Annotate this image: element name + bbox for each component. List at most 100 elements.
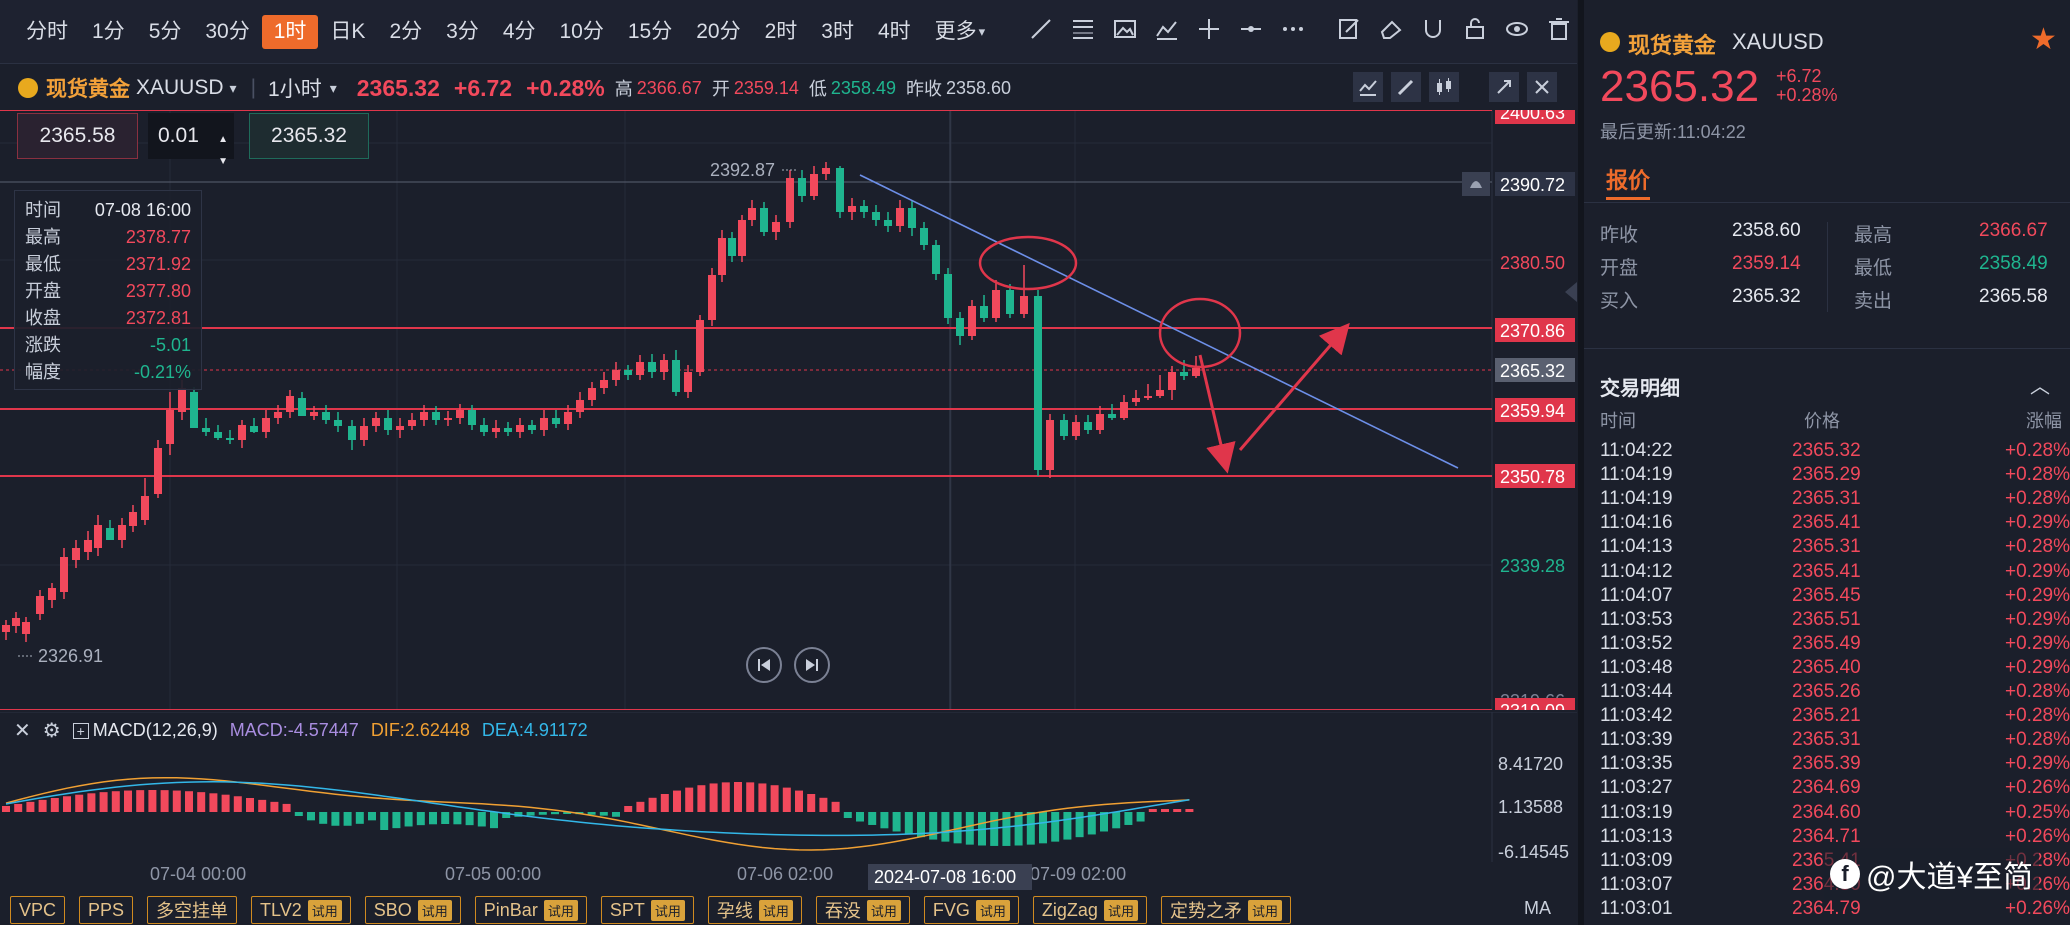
- indicator-button[interactable]: 定势之矛 试用: [1160, 896, 1291, 924]
- candle: [1096, 406, 1104, 434]
- candle-type-icon[interactable]: [1429, 72, 1459, 102]
- candle: [884, 212, 892, 232]
- alert-bell-icon[interactable]: [1462, 172, 1490, 196]
- fibonacci-tool-icon[interactable]: [1068, 14, 1098, 44]
- scroll-to-start-button[interactable]: [746, 647, 782, 683]
- chevron-down-icon[interactable]: ▾: [978, 23, 986, 39]
- timeframe-0[interactable]: 分时: [26, 19, 68, 43]
- timeframe-15[interactable]: 更多: [934, 19, 977, 43]
- timeframe-7[interactable]: 3分: [446, 19, 479, 43]
- stepper-up-icon[interactable]: ▲: [218, 134, 228, 145]
- macd-axis-label: 1.13588: [1498, 797, 1563, 817]
- candle: [920, 222, 928, 250]
- down-arrow[interactable]: [1198, 354, 1236, 474]
- symbol-bar: 现货黄金 XAUUSD ▾ | 1小时 ▾ 2365.32 +6.72 +0.2…: [0, 66, 1577, 110]
- close-icon[interactable]: [1527, 72, 1557, 102]
- timeframe-11[interactable]: 20分: [696, 19, 741, 43]
- quantity-stepper[interactable]: 0.01 ▲ ▼: [148, 113, 234, 167]
- indicator-button[interactable]: 吞没 试用: [815, 896, 910, 924]
- macd-bar: [1039, 812, 1047, 844]
- close-icon[interactable]: ✕: [14, 720, 31, 742]
- add-icon[interactable]: +: [72, 722, 89, 739]
- macd-bar: [172, 790, 181, 812]
- timeframe-5[interactable]: 日K: [330, 19, 366, 43]
- chevron-up-icon[interactable]: ︿: [2030, 376, 2050, 398]
- candle-body: [286, 396, 294, 412]
- trash-icon[interactable]: [1544, 14, 1574, 44]
- edit-icon[interactable]: [1334, 14, 1364, 44]
- candle: [106, 520, 114, 540]
- more-tools-icon[interactable]: [1278, 14, 1308, 44]
- chart-line-tool-icon[interactable]: [1152, 14, 1182, 44]
- timeframe-4[interactable]: 1时: [261, 14, 319, 49]
- symbol-code[interactable]: XAUUSD: [136, 76, 224, 99]
- annotation-circle[interactable]: [1158, 297, 1242, 369]
- price-axis-label: 2370.86: [1500, 321, 1565, 341]
- tab-quote[interactable]: 报价: [1606, 168, 1651, 193]
- eye-icon[interactable]: [1502, 14, 1532, 44]
- indicator-name: 孕线: [716, 901, 753, 921]
- chevron-down-icon[interactable]: ▾: [329, 79, 337, 96]
- indicator-icon[interactable]: [1353, 72, 1383, 102]
- indicator-button[interactable]: PPS: [79, 896, 134, 924]
- indicator-button[interactable]: 多空挂单: [147, 896, 238, 924]
- gold-coin-icon: [18, 78, 38, 98]
- trade-price: 2365.45: [1792, 584, 1861, 606]
- macd-bar: [758, 783, 767, 812]
- timeframe-13[interactable]: 3时: [821, 19, 854, 43]
- trend-line[interactable]: [859, 174, 1459, 469]
- candle-body: [1120, 402, 1128, 418]
- candle-body: [798, 178, 806, 196]
- timeframe-12[interactable]: 2时: [764, 19, 798, 43]
- gear-icon[interactable]: ⚙: [42, 720, 61, 742]
- interval-select[interactable]: 1小时: [268, 78, 322, 101]
- sell-button[interactable]: 2365.58: [17, 113, 138, 159]
- pencil-icon[interactable]: [1391, 72, 1421, 102]
- trade-change: +0.28%: [2005, 729, 2070, 751]
- timeframe-10[interactable]: 15分: [627, 19, 673, 43]
- quote-value: 2358.60: [1732, 220, 1801, 241]
- trade-row: 11:04:19 2365.31 +0.28%: [1600, 488, 2070, 512]
- expand-icon[interactable]: [1489, 72, 1519, 102]
- candle-body: [60, 557, 68, 592]
- image-tool-icon[interactable]: [1110, 14, 1140, 44]
- timeframe-6[interactable]: 2分: [389, 19, 423, 43]
- timeframe-9[interactable]: 10分: [559, 19, 604, 43]
- open-value: 2359.14: [733, 77, 799, 98]
- candle-body: [588, 388, 596, 400]
- ma-label[interactable]: MA: [1524, 898, 1551, 918]
- stepper-down-icon[interactable]: ▼: [218, 156, 228, 167]
- indicator-button[interactable]: ZigZag 试用: [1032, 896, 1147, 924]
- scroll-to-end-button[interactable]: [794, 647, 830, 683]
- trendline-tool-icon[interactable]: [1026, 14, 1056, 44]
- indicator-button[interactable]: SBO 试用: [364, 896, 461, 924]
- timeframe-3[interactable]: 30分: [205, 19, 250, 43]
- horizontal-line-tool-icon[interactable]: [1236, 14, 1266, 44]
- indicator-button[interactable]: VPC: [10, 896, 66, 924]
- star-icon[interactable]: ★: [2030, 23, 2057, 56]
- lock-icon[interactable]: [1460, 14, 1490, 44]
- crosshair-tool-icon[interactable]: [1194, 14, 1224, 44]
- annotation-circle[interactable]: [978, 235, 1078, 291]
- magnet-icon[interactable]: [1418, 14, 1448, 44]
- price-chart[interactable]: 2392.87 2326.91 2400.63 2390.72 2380.50 2370.…: [0, 110, 1577, 710]
- buy-button[interactable]: 2365.32: [249, 113, 369, 159]
- candle-body: [298, 398, 306, 416]
- indicator-button[interactable]: PinBar 试用: [474, 896, 587, 924]
- timeframe-8[interactable]: 4分: [502, 19, 536, 43]
- candle: [36, 590, 44, 620]
- eraser-icon[interactable]: [1376, 14, 1406, 44]
- quantity-value[interactable]: 0.01: [158, 124, 199, 147]
- indicator-button[interactable]: 孕线 试用: [707, 896, 802, 924]
- candle-body: [72, 548, 80, 560]
- trade-price: 2365.49: [1792, 632, 1861, 654]
- chevron-down-icon[interactable]: ▾: [229, 79, 237, 96]
- symbol-name[interactable]: 现货黄金: [46, 78, 130, 101]
- indicator-button[interactable]: SPT 试用: [600, 896, 694, 924]
- indicator-button[interactable]: FVG 试用: [923, 896, 1019, 924]
- up-arrow[interactable]: [1238, 322, 1350, 451]
- timeframe-2[interactable]: 5分: [148, 19, 182, 43]
- indicator-button[interactable]: TLV2 试用: [251, 896, 351, 924]
- timeframe-14[interactable]: 4时: [877, 19, 911, 43]
- timeframe-1[interactable]: 1分: [92, 19, 125, 43]
